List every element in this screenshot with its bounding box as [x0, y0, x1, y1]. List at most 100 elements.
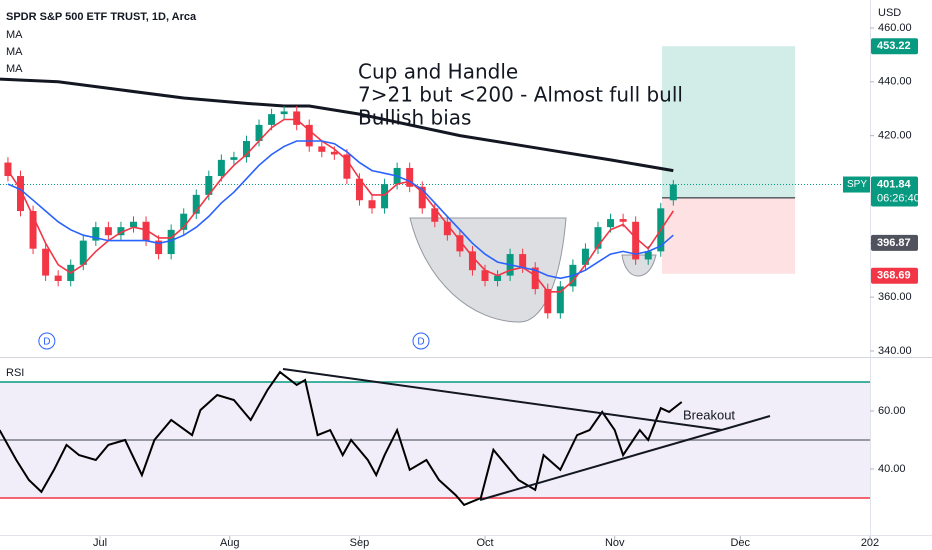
y-tick-label: 460.00 — [878, 22, 912, 34]
dividend-label: D — [43, 337, 50, 348]
candle-body — [79, 240, 87, 265]
countdown: 06:26:40 — [877, 192, 920, 204]
cup-drawing — [409, 217, 567, 323]
candle-body — [531, 267, 539, 290]
x-tick-label: 202 — [861, 537, 879, 549]
last-price-label: 401.84 — [877, 178, 912, 190]
candle-body — [468, 251, 476, 271]
ticker-tag: SPY — [847, 179, 867, 190]
handle-drawing — [621, 254, 657, 277]
candle-body — [280, 111, 288, 115]
rsi-pane — [0, 370, 870, 507]
price-pane — [0, 46, 870, 323]
rsi-trendline — [479, 415, 771, 501]
moving-average — [7, 140, 674, 280]
moving-average — [0, 77, 674, 173]
candle-body — [129, 221, 137, 228]
x-tick-label: Oct — [476, 537, 493, 549]
candle-body — [330, 151, 338, 155]
y-tick-label: 340.00 — [878, 345, 912, 357]
x-tick-label: Sep — [350, 537, 370, 549]
candle-body — [619, 219, 627, 222]
candle-body — [92, 227, 100, 241]
candle-body — [368, 200, 376, 209]
candle-body — [381, 184, 389, 209]
x-tick-label: Jul — [93, 537, 107, 549]
candle-body — [242, 141, 250, 158]
legend-entry: MA — [6, 63, 23, 75]
candle-body — [305, 124, 313, 147]
ticker-tag-bg — [843, 176, 870, 193]
x-tick-label: Nov — [605, 537, 625, 549]
candle-body — [255, 124, 263, 142]
dividend-marker — [412, 332, 430, 350]
candle-body — [230, 157, 238, 160]
chart-title: SPDR S&P 500 ETF TRUST, 1D, Arca — [6, 11, 197, 23]
moving-average — [7, 118, 674, 293]
annotation: 7>21 but <200 - Almost full bull — [358, 83, 683, 107]
candle-body — [456, 235, 464, 252]
candle-body — [607, 219, 615, 228]
candle-body — [594, 227, 602, 249]
stop-label-bg — [871, 267, 918, 284]
candle-body — [117, 227, 125, 236]
candle-body — [54, 275, 62, 281]
candle-body — [104, 227, 112, 236]
candle-body — [519, 254, 527, 268]
last-price-bg — [871, 176, 918, 207]
candle-body — [155, 240, 163, 255]
y-tick-label: 420.00 — [878, 130, 912, 142]
y-tick-label: 360.00 — [878, 291, 912, 303]
candle-body — [4, 162, 12, 177]
position-stop-zone — [662, 197, 796, 274]
annotation: Cup and Handle — [358, 60, 518, 84]
dividend-marker — [38, 332, 56, 350]
candle-body — [42, 248, 50, 276]
position-target-zone — [662, 46, 796, 198]
candle-body — [343, 154, 351, 179]
candle-body — [142, 221, 150, 241]
stop-label: 368.69 — [877, 270, 911, 282]
candle-body — [217, 159, 225, 177]
candle-body — [418, 186, 426, 209]
candle-body — [669, 184, 677, 201]
rsi-annotation: Breakout — [683, 407, 735, 422]
candle-body — [556, 286, 564, 314]
x-tick-label: Dec — [730, 537, 750, 549]
candle-body — [632, 221, 640, 260]
candle-body — [581, 248, 589, 265]
rsi-title: RSI — [6, 367, 24, 379]
target-label-bg — [871, 38, 918, 55]
legend-entry: MA — [6, 46, 23, 58]
candle-body — [431, 208, 439, 222]
y-tick-label: 440.00 — [878, 76, 912, 88]
rsi-trendline — [282, 368, 723, 431]
rsi-y-tick-label: 60.00 — [878, 405, 906, 417]
entry-label: 396.87 — [877, 237, 911, 249]
target-label: 453.22 — [877, 40, 911, 52]
candle-body — [644, 251, 652, 260]
rsi-y-tick-label: 40.00 — [878, 463, 906, 475]
annotation: Bullish bias — [358, 106, 471, 130]
legend-entry: MA — [6, 29, 23, 41]
candle-body — [355, 178, 363, 201]
candle-body — [192, 194, 200, 214]
candle-body — [17, 176, 25, 212]
candle-body — [494, 275, 502, 281]
candle-body — [180, 213, 188, 230]
candle-body — [544, 289, 552, 314]
candle-body — [293, 111, 301, 125]
candle-body — [406, 167, 414, 187]
dividend-label: D — [417, 337, 424, 348]
candle-body — [29, 211, 37, 249]
candle-body — [167, 229, 175, 255]
rsi-line — [0, 370, 683, 507]
candle-body — [481, 270, 489, 281]
entry-label-bg — [871, 234, 918, 251]
candle-body — [205, 176, 213, 195]
x-tick-label: Aug — [220, 537, 240, 549]
candle-body — [268, 114, 276, 125]
candle-body — [318, 146, 326, 152]
